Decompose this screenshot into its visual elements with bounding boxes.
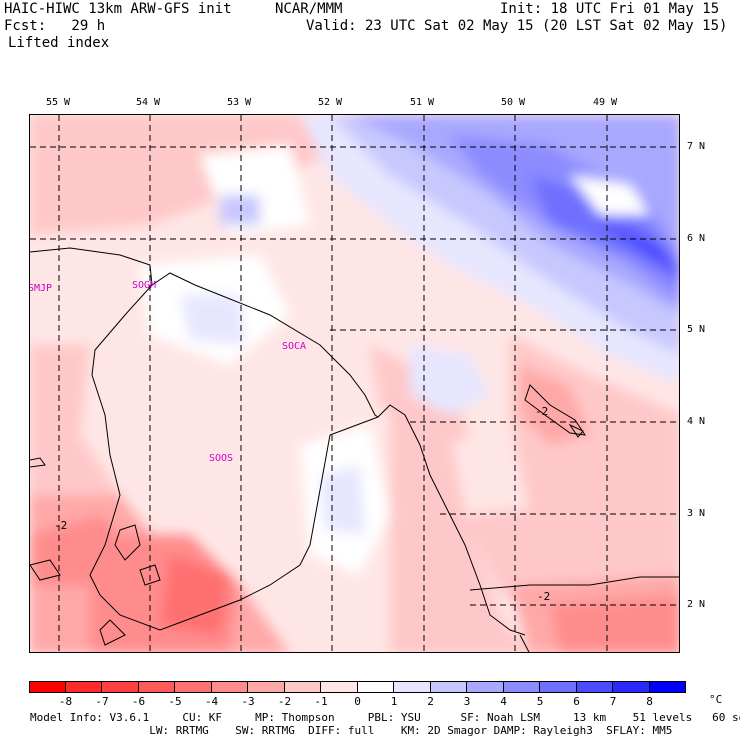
colorbar-swatch <box>29 681 66 693</box>
lat-label: 5 N <box>687 324 706 335</box>
colorbar-swatch <box>211 681 248 693</box>
colorbar-tick-label: 3 <box>463 695 471 708</box>
colorbar-swatch <box>430 681 467 693</box>
station-label: SOCA <box>282 341 307 352</box>
colorbar-tick-label: 0 <box>354 695 361 708</box>
contour-label: -2 <box>535 405 549 418</box>
map-panel: SMJP SOGM SOCA SOOS -2 -2 -2 <box>29 114 680 653</box>
colorbar-swatch <box>503 681 540 693</box>
station-label: SOOS <box>209 453 234 464</box>
colorbar-swatch <box>138 681 175 693</box>
lon-label: 50 W <box>501 97 526 108</box>
colorbar-tick-label: 2 <box>427 695 434 708</box>
lon-label: 52 W <box>318 97 343 108</box>
colorbar-tick-label: -2 <box>277 695 292 708</box>
colorbar-tick-label: -6 <box>131 695 146 708</box>
colorbar-swatch <box>284 681 321 693</box>
valid-time: Valid: 23 UTC Sat 02 May 15 (20 LST Sat … <box>306 18 728 34</box>
lat-label: 2 N <box>687 599 706 610</box>
lon-label: 49 W <box>593 97 618 108</box>
init-time: Init: 18 UTC Fri 01 May 15 <box>500 1 720 17</box>
station-label: SOGM <box>132 280 157 291</box>
colorbar-tick-label: -3 <box>241 695 255 708</box>
colorbar-tick-label: 1 <box>390 695 398 708</box>
lat-label: 6 N <box>687 233 706 244</box>
lifted-index-field <box>30 115 679 652</box>
model-info-line2: LW: RRTMG SW: RRTMG DIFF: full KM: 2D Sm… <box>30 724 673 737</box>
colorbar-swatch <box>576 681 613 693</box>
lon-label: 53 W <box>227 97 252 108</box>
lon-label: 51 W <box>410 97 435 108</box>
colorbar-tick-label: -8 <box>58 695 73 708</box>
model-title: HAIC-HIWC 13km ARW-GFS init <box>4 1 232 17</box>
colorbar-tick-label: -7 <box>95 695 109 708</box>
station-label: SMJP <box>29 283 53 294</box>
lat-label: 3 N <box>687 508 706 519</box>
colorbar-tick-label: -5 <box>168 695 182 708</box>
colorbar-tick-label: 6 <box>573 695 580 708</box>
lat-label: 4 N <box>687 416 706 427</box>
lon-label: 55 W <box>46 97 71 108</box>
model-info-line1: Model Info: V3.6.1 CU: KF MP: Thompson P… <box>30 711 740 724</box>
colorbar-tick-label: 7 <box>609 695 617 708</box>
colorbar-swatch <box>248 681 285 693</box>
colorbar-swatch <box>394 681 431 693</box>
contour-label: -2 <box>54 519 68 532</box>
colorbar-tick-label: -1 <box>314 695 328 708</box>
colorbar-tick-label: 8 <box>646 695 653 708</box>
colorbar-unit: °C <box>709 693 723 706</box>
colorbar-swatch <box>540 681 577 693</box>
coastline <box>30 247 679 652</box>
colorbar-tick-label: 5 <box>536 695 544 708</box>
colorbar-swatch <box>321 681 358 693</box>
lon-label: 54 W <box>136 97 161 108</box>
center-label: NCAR/MMM <box>275 1 343 17</box>
colorbar-swatch <box>175 681 212 693</box>
lat-label: 7 N <box>687 141 706 152</box>
forecast-hour: Fcst: 29 h <box>4 18 106 34</box>
field-name: Lifted index <box>8 35 110 51</box>
colorbar-swatch <box>357 681 394 693</box>
colorbar-swatch <box>467 681 504 693</box>
lat-lon-grid <box>30 115 679 652</box>
colorbar-swatch <box>649 681 686 693</box>
colorbar-swatch <box>102 681 139 693</box>
colorbar-swatch <box>613 681 650 693</box>
colorbar-tick-label: 4 <box>500 695 507 708</box>
colorbar-swatch <box>65 681 102 693</box>
contour-label: -2 <box>537 590 551 603</box>
colorbar-tick-label: -4 <box>204 695 219 708</box>
